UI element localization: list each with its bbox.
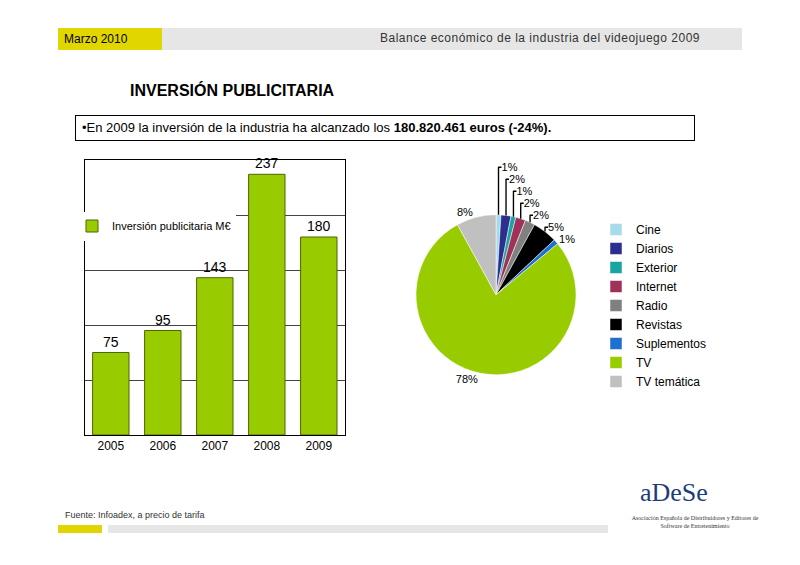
svg-text:2005: 2005 <box>97 439 124 453</box>
svg-text:Inversión publicitaria M€: Inversión publicitaria M€ <box>112 220 231 232</box>
svg-text:2006: 2006 <box>149 439 176 453</box>
svg-text:Diarios: Diarios <box>636 242 673 256</box>
svg-text:Suplementos: Suplementos <box>636 337 706 351</box>
svg-text:1%: 1% <box>516 185 532 197</box>
html-text:aDeSe: aDeSe <box>640 478 708 507</box>
svg-text:5%: 5% <box>548 221 564 233</box>
svg-text:2%: 2% <box>524 197 540 209</box>
svg-text:2%: 2% <box>509 173 525 185</box>
svg-text:2008: 2008 <box>253 439 280 453</box>
svg-text:2009: 2009 <box>305 439 332 453</box>
html-text:INVERSIÓN PUBLICITARIA: INVERSIÓN PUBLICITARIA <box>130 82 335 99</box>
svg-text:2%: 2% <box>533 209 549 221</box>
svg-text:TV: TV <box>636 356 651 370</box>
svg-text:TV temática: TV temática <box>636 375 700 389</box>
html-text:Fuente: Infoadex, a precio de: Fuente: Infoadex, a precio de tarifa <box>65 510 205 520</box>
html-text:•En 2009 la inversión de la in: •En 2009 la inversión de la industria ha… <box>82 120 552 135</box>
svg-text:Revistas: Revistas <box>636 318 682 332</box>
svg-text:237: 237 <box>255 155 279 171</box>
svg-text:Radio: Radio <box>636 299 668 313</box>
svg-text:1%: 1% <box>559 233 575 245</box>
svg-text:180: 180 <box>307 218 331 234</box>
svg-text:2007: 2007 <box>201 439 228 453</box>
html-text:Balance económico de la indust: Balance económico de la industria del vi… <box>380 31 700 45</box>
svg-text:Exterior: Exterior <box>636 261 677 275</box>
svg-text:Cine: Cine <box>636 223 661 237</box>
svg-text:95: 95 <box>155 312 171 328</box>
svg-text:143: 143 <box>203 259 227 275</box>
html-text:Asociación Española de Distrib: Asociación Española de Distribuidores y … <box>631 515 759 529</box>
svg-text:8%: 8% <box>457 206 473 218</box>
svg-text:1%: 1% <box>502 161 518 173</box>
svg-text:78%: 78% <box>456 373 478 385</box>
svg-text:Internet: Internet <box>636 280 677 294</box>
svg-text:75: 75 <box>103 334 119 350</box>
html-text:Marzo 2010: Marzo 2010 <box>64 32 128 46</box>
